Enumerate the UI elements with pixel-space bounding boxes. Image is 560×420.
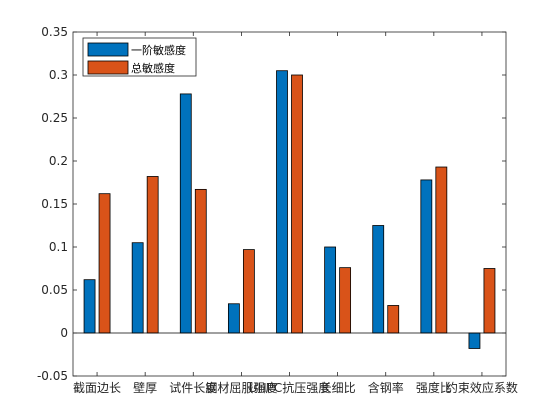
legend-swatch-series1 [87, 42, 129, 57]
x-tick-label: 壁厚 [133, 380, 157, 395]
bar-series2-6 [387, 305, 400, 334]
legend: 一阶敏感度 总敏感度 [82, 37, 197, 77]
bar-series1-4 [276, 70, 288, 334]
bar-series2-4 [291, 74, 303, 334]
x-tick-label: 钢材屈服强度 [205, 380, 277, 395]
y-tick-label: 0.35 [41, 25, 68, 39]
bar-series1-2 [179, 93, 192, 334]
y-tick-label: 0.05 [41, 283, 68, 297]
x-tick-label: 含钢率 [368, 380, 404, 395]
y-tick-label: -0.05 [37, 369, 68, 383]
y-tick-label: 0 [60, 326, 68, 340]
y-tick-label: 0.2 [49, 154, 68, 168]
bar-series2-1 [146, 176, 159, 334]
bar-series1-3 [227, 303, 240, 334]
x-tick-label: 强度比 [416, 380, 452, 395]
bar-series1-1 [131, 242, 144, 334]
y-tick-label: 0.25 [41, 111, 68, 125]
bar-series1-8 [468, 332, 481, 349]
x-tick-label: 试件长度 [169, 380, 217, 395]
x-tick-label: UHPC抗压强度 [249, 380, 330, 395]
bar-series2-3 [242, 249, 255, 334]
x-tick-label: 约束效应系数 [446, 380, 518, 395]
bar-series1-6 [372, 225, 385, 334]
y-ticks: -0.05 0 0.05 0.1 0.15 0.2 0.25 0.3 0.35 [37, 25, 506, 383]
legend-label-series2: 总敏感度 [131, 61, 175, 75]
x-tick-label: 长细比 [320, 381, 356, 395]
bar-series2-7 [435, 166, 448, 334]
legend-swatch-series2 [87, 60, 129, 75]
bar-series2-8 [483, 268, 496, 334]
bar-series1-7 [420, 179, 433, 334]
bar-series2-0 [98, 193, 111, 334]
bar-series1-5 [324, 246, 337, 334]
y-tick-label: 0.1 [49, 240, 68, 254]
bar-series2-2 [194, 188, 207, 334]
legend-label-series1: 一阶敏感度 [131, 43, 186, 57]
bar-series1-0 [83, 279, 96, 334]
y-tick-label: 0.3 [49, 68, 68, 82]
y-tick-label: 0.15 [41, 197, 68, 211]
x-tick-label: 截面边长 [73, 381, 121, 395]
bar-series2-5 [339, 267, 352, 334]
